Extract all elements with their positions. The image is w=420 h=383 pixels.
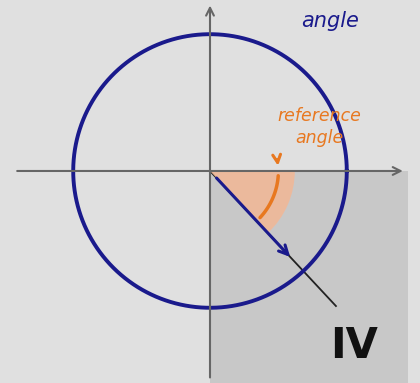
Text: angle: angle — [302, 10, 359, 31]
Bar — [210, 171, 408, 383]
Text: IV: IV — [330, 325, 378, 367]
Wedge shape — [210, 171, 295, 233]
Text: reference
angle: reference angle — [278, 107, 361, 147]
